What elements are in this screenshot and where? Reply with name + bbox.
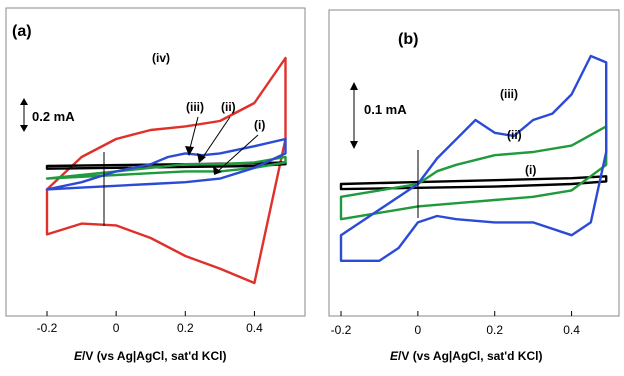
panel-b-traces: [339, 54, 608, 262]
curve-label-a-ii: (ii): [221, 100, 236, 114]
panel-b-x-axis-label: E/V (vs Ag|AgCl, sat'd KCl): [390, 349, 542, 363]
x-tick-label-a-3: 0.4: [246, 321, 263, 335]
pointer-a-ii: [200, 116, 231, 161]
scale-bar-b-arrow-up-icon: [350, 82, 358, 90]
panel-b-label: (b): [398, 31, 418, 48]
panel-a-scale-bar: 0.2 mA: [20, 98, 75, 132]
curve-label-a-i: (i): [254, 118, 265, 132]
x-tick-label-a-2: 0.2: [177, 321, 194, 335]
curve-label-a-iv: (iv): [152, 51, 170, 65]
panel-b-scale-bar: 0.1 mA: [350, 82, 407, 149]
x-tick-label-b-1: 0: [415, 323, 422, 337]
panel-a-x-axis-label: E/V (vs Ag|AgCl, sat'd KCl): [74, 349, 226, 363]
panel-a-x-axis: -0.2 0 0.2 0.4: [37, 311, 263, 335]
scale-bar-a-arrow-down-icon: [20, 125, 28, 132]
pointer-a-i-arrow-icon: [213, 166, 222, 175]
panel-a-traces: [45, 56, 287, 285]
series-a-i: [45, 161, 287, 170]
series-a-ii: [45, 155, 287, 180]
scale-bar-b-arrow-down-icon: [350, 141, 358, 149]
panel-a: -0.2 0 0.2 0.4 (a) 0.2 mA (iv) (iii) (ii) (…: [5, 7, 306, 363]
x-tick-label-b-2: 0.2: [486, 323, 503, 337]
panel-b-frame: [328, 9, 620, 317]
panel-a-scale-bar-label: 0.2 mA: [32, 109, 75, 124]
panel-b-scale-bar-label: 0.1 mA: [364, 102, 407, 117]
x-tick-label-b-3: 0.4: [563, 323, 580, 337]
pointer-a-iii: [188, 116, 199, 153]
x-tick-label-a-0: -0.2: [37, 321, 58, 335]
curve-label-a-iii: (iii): [186, 100, 204, 114]
panel-a-label: (a): [12, 23, 32, 40]
x-tick-label-b-0: -0.2: [331, 323, 352, 337]
series-a-iii: [45, 137, 287, 191]
curve-label-b-iii: (iii): [500, 87, 518, 101]
panel-b: -0.2 0 0.2 0.4 (b) 0.1 mA (iii) (ii) (i) E/…: [328, 9, 620, 363]
pointer-a-i: [216, 134, 259, 173]
curve-label-b-i: (i): [525, 163, 536, 177]
curve-label-b-ii: (ii): [507, 128, 522, 142]
pointer-a-iii-arrow-icon: [185, 146, 194, 156]
series-b-iii: [339, 54, 608, 262]
scale-bar-a-arrow-up-icon: [20, 98, 28, 105]
panel-b-x-axis: -0.2 0 0.2 0.4: [331, 311, 580, 337]
x-tick-label-a-1: 0: [113, 321, 120, 335]
pointer-a-ii-arrow-icon: [197, 153, 206, 163]
